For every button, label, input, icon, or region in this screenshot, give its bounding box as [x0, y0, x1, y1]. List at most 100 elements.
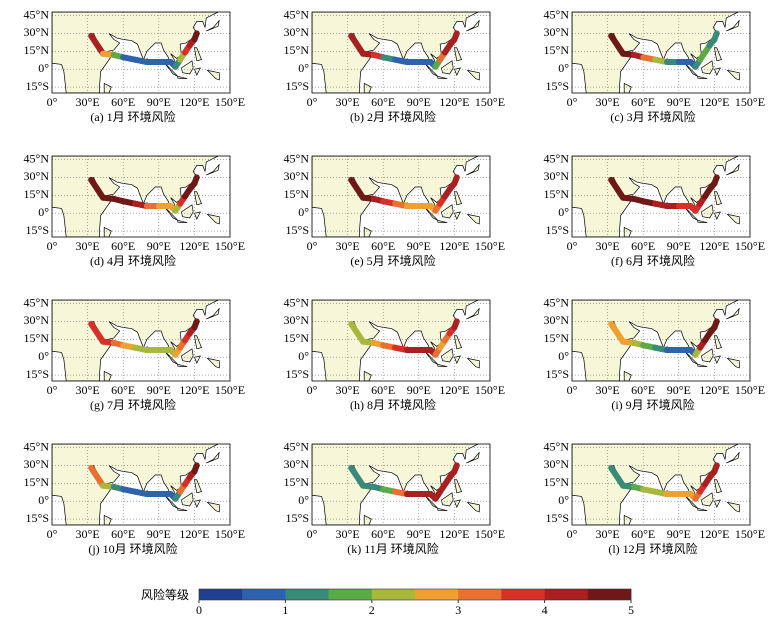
route-segment	[348, 176, 367, 201]
land	[437, 363, 448, 368]
x-tick-label: 90°E	[407, 239, 431, 253]
x-tick-label: 120°E	[439, 383, 469, 397]
x-tick-label: 0°	[307, 527, 318, 541]
x-tick-label: 60°E	[371, 239, 395, 253]
land	[466, 20, 480, 32]
x-tick-label: 150°E	[735, 383, 765, 397]
land	[437, 75, 448, 80]
colorbar-frame	[198, 588, 632, 601]
x-tick-label: 90°E	[147, 95, 171, 109]
y-tick-label: 45°N	[544, 7, 570, 21]
x-tick-label: 30°E	[76, 95, 100, 109]
y-tick-label: 0°	[558, 349, 569, 363]
x-tick-label: 150°E	[475, 527, 505, 541]
colorbar-swatch	[587, 589, 632, 600]
x-tick-label: 0°	[47, 239, 58, 253]
land	[726, 357, 740, 369]
map-content	[312, 12, 490, 93]
x-tick-label: 60°E	[631, 239, 655, 253]
land	[206, 20, 220, 32]
land	[466, 69, 480, 81]
x-tick-label: 60°E	[371, 383, 395, 397]
y-tick-label: 30°N	[24, 169, 50, 183]
y-tick-label: 15°S	[546, 223, 569, 237]
map-panel: 0° 30°E 60°E 90°E 120°E 150°E 45°N 30°N 15°N 0° 15…	[284, 439, 506, 555]
map-content	[572, 444, 750, 525]
map-content	[52, 444, 230, 525]
map-panel: 0° 30°E 60°E 90°E 120°E 150°E 45°N 30°N 15°N 0° 15…	[24, 151, 246, 267]
land	[713, 499, 721, 508]
map-frame	[51, 443, 231, 526]
x-tick-label: 30°E	[336, 383, 360, 397]
y-tick-label: 45°N	[284, 151, 310, 165]
x-tick-label: 60°E	[631, 95, 655, 109]
y-tick-label: 30°N	[544, 25, 570, 39]
route-segment	[88, 176, 107, 201]
map-panel: 0° 30°E 60°E 90°E 120°E 150°E 45°N 30°N 15°N 0° 15…	[544, 439, 766, 555]
map-panel: 0° 30°E 60°E 90°E 120°E 150°E 45°N 30°N 15°N 0° 15…	[544, 7, 766, 123]
y-tick-label: 15°N	[24, 43, 50, 57]
land	[726, 20, 740, 32]
y-tick-label: 0°	[298, 493, 309, 507]
y-tick-label: 30°N	[284, 25, 310, 39]
y-tick-label: 15°S	[546, 511, 569, 525]
y-tick-label: 0°	[38, 205, 49, 219]
land	[206, 213, 220, 225]
y-tick-label: 30°N	[284, 457, 310, 471]
map-frame	[51, 155, 231, 238]
y-tick-label: 15°S	[286, 79, 309, 93]
route-segment	[191, 318, 200, 331]
land	[363, 82, 372, 93]
map-panel: 0° 30°E 60°E 90°E 120°E 150°E 45°N 30°N 15°N 0° 15…	[24, 439, 246, 555]
x-tick-label: 60°E	[631, 527, 655, 541]
route-segment	[451, 30, 460, 43]
land	[440, 60, 454, 75]
x-tick-label: 0°	[47, 383, 58, 397]
x-tick-label: 120°E	[439, 95, 469, 109]
x-tick-label: 150°E	[735, 239, 765, 253]
map-frame	[51, 299, 231, 382]
land	[697, 219, 708, 224]
x-tick-label: 90°E	[147, 239, 171, 253]
x-tick-label: 30°E	[336, 239, 360, 253]
y-tick-label: 15°S	[546, 367, 569, 381]
land	[206, 452, 220, 464]
land	[466, 164, 480, 176]
route-segment	[348, 32, 367, 57]
route-segment	[88, 320, 107, 345]
x-tick-label: 0°	[47, 95, 58, 109]
map-content	[312, 444, 490, 525]
land	[180, 348, 194, 363]
land	[206, 357, 220, 369]
y-tick-label: 30°N	[284, 169, 310, 183]
x-tick-label: 0°	[47, 527, 58, 541]
land	[193, 67, 201, 76]
x-tick-label: 0°	[307, 239, 318, 253]
y-tick-label: 15°N	[544, 331, 570, 345]
x-tick-label: 90°E	[667, 527, 691, 541]
x-tick-label: 120°E	[439, 527, 469, 541]
y-tick-label: 15°N	[24, 187, 50, 201]
land	[103, 82, 112, 93]
land	[453, 355, 461, 364]
y-tick-label: 15°S	[286, 511, 309, 525]
colorbar-tick-label: 3	[455, 603, 461, 617]
colorbar-tick-label: 1	[282, 603, 288, 617]
panel-caption: (l) 12月 环境风险	[608, 541, 697, 556]
y-tick-label: 15°S	[26, 223, 49, 237]
colorbar-tick-label: 2	[369, 603, 375, 617]
map-frame	[51, 11, 231, 94]
route-segment	[451, 318, 460, 331]
land	[103, 370, 112, 381]
x-tick-label: 60°E	[111, 95, 135, 109]
land	[193, 499, 201, 508]
colorbar-tick-label: 5	[628, 603, 634, 617]
land	[177, 363, 188, 368]
panel-caption: (e) 5月 环境风险	[350, 253, 435, 268]
map-frame	[311, 155, 491, 238]
map-frame	[311, 299, 491, 382]
route-segment	[608, 32, 627, 57]
y-tick-label: 45°N	[284, 295, 310, 309]
panel-caption: (c) 3月 环境风险	[610, 109, 695, 124]
